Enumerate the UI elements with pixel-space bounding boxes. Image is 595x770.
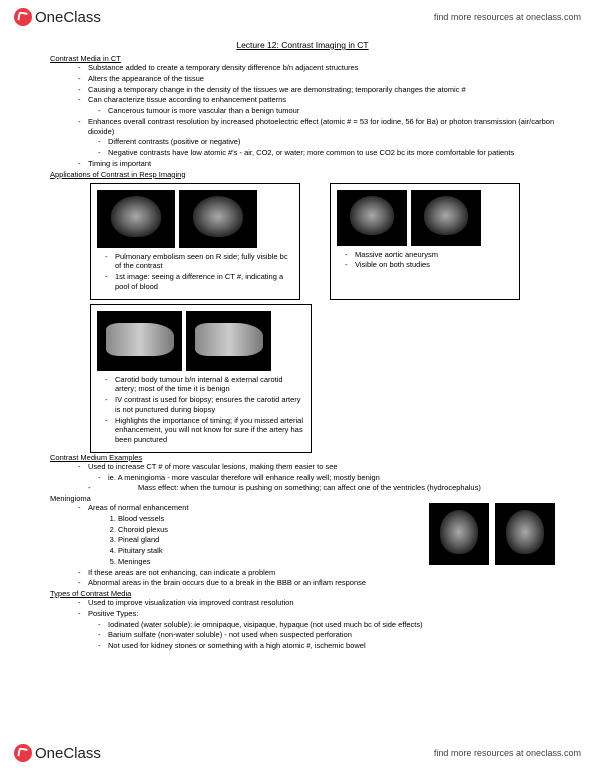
list-item: Carotid body tumour b/n internal & exter… — [97, 375, 305, 395]
caption-list: Carotid body tumour b/n internal & exter… — [97, 375, 305, 446]
footer: OneClass find more resources at oneclass… — [0, 736, 595, 770]
enhancement-list: Blood vessels Choroid plexus Pineal glan… — [50, 514, 399, 567]
list-meningioma-outcome: If these areas are not enhancing, can in… — [50, 568, 399, 589]
list-item: Mass effect: when the tumour is pushing … — [80, 483, 555, 493]
list-item: Areas of normal enhancement — [50, 503, 399, 513]
list-item: Massive aortic aneurysm — [337, 250, 513, 260]
brand-name: OneClass — [35, 9, 101, 26]
subheading-meningioma: Meningioma — [50, 494, 555, 503]
brand-logo: OneClass — [14, 8, 101, 26]
list-item: Not used for kidney stones or something … — [50, 641, 555, 651]
list-item: Different contrasts (positive or negativ… — [50, 137, 555, 147]
ct-scan-icon — [429, 503, 489, 565]
list-item: Abnormal areas in the brain occurs due t… — [50, 578, 399, 588]
list-item: Alters the appearance of the tissue — [50, 74, 555, 84]
document-body: Lecture 12: Contrast Imaging in CT Contr… — [0, 34, 595, 692]
image-row-2: Carotid body tumour b/n internal & exter… — [90, 304, 555, 453]
meningioma-row: Areas of normal enhancement Blood vessel… — [50, 503, 555, 589]
header: OneClass find more resources at oneclass… — [0, 0, 595, 34]
brand-logo-footer: OneClass — [14, 744, 101, 762]
figure-box-embolism: Pulmonary embolism seen on R side; fully… — [90, 183, 300, 300]
list-item: Positive Types: — [50, 609, 555, 619]
list-item: Enhances overall contrast resolution by … — [50, 117, 555, 137]
sublist: ie. A meningioma - more vascular therefo… — [50, 473, 555, 483]
list-item: ie. A meningioma - more vascular therefo… — [50, 473, 555, 483]
list-item: Barium sulfate (non-water soluble) - not… — [50, 630, 555, 640]
subsublist: Mass effect: when the tumour is pushing … — [50, 483, 555, 493]
list-positive-types: Iodinated (water soluble): ie omnipaque,… — [50, 620, 555, 651]
ct-scan-icon — [179, 190, 257, 248]
list-item: Substance added to create a temporary de… — [50, 63, 555, 73]
list-item: Choroid plexus — [118, 525, 399, 535]
image-row-1: Pulmonary embolism seen on R side; fully… — [90, 183, 555, 300]
header-tagline: find more resources at oneclass.com — [434, 12, 581, 22]
list-item: Causing a temporary change in the densit… — [50, 85, 555, 95]
ct-scan-icon — [495, 503, 555, 565]
list-item: Iodinated (water soluble): ie omnipaque,… — [50, 620, 555, 630]
ct-scan-icon — [411, 190, 481, 246]
list-item: Used to increase CT # of more vascular l… — [50, 462, 555, 472]
list-item: Visible on both studies — [337, 260, 513, 270]
ct-pair — [97, 190, 293, 248]
brain-ct-pair — [429, 503, 555, 565]
list-item: Meninges — [118, 557, 399, 567]
page-title: Lecture 12: Contrast Imaging in CT — [50, 40, 555, 50]
caption-list: Massive aortic aneurysm Visible on both … — [337, 250, 513, 272]
list-item: Blood vessels — [118, 514, 399, 524]
list-contrast-media: Substance added to create a temporary de… — [50, 63, 555, 105]
section-heading-examples: Contrast Medium Examples — [50, 453, 555, 462]
ct-pair — [97, 311, 305, 371]
meningioma-text: Areas of normal enhancement Blood vessel… — [50, 503, 399, 589]
list-item: Negative contrasts have low atomic #'s -… — [50, 148, 555, 158]
list-item: 1st image: seeing a difference in CT #, … — [97, 272, 293, 292]
list-types: Used to improve visualization via improv… — [50, 598, 555, 619]
figure-box-carotid: Carotid body tumour b/n internal & exter… — [90, 304, 312, 453]
list-item: Cancerous tumour is more vascular than a… — [50, 106, 555, 116]
list-contrast-media-end: Timing is important — [50, 159, 555, 169]
list-item: Pineal gland — [118, 535, 399, 545]
footer-tagline: find more resources at oneclass.com — [434, 748, 581, 758]
sublist: Different contrasts (positive or negativ… — [50, 137, 555, 158]
ct-scan-icon — [97, 190, 175, 248]
list-meningioma: Areas of normal enhancement — [50, 503, 399, 513]
list-item: Pituitary stalk — [118, 546, 399, 556]
list-item: Used to improve visualization via improv… — [50, 598, 555, 608]
ct-pair — [337, 190, 513, 246]
logo-icon — [14, 744, 32, 762]
section-heading-types: Types of Contrast Media — [50, 589, 555, 598]
section-heading-contrast-media: Contrast Media in CT — [50, 54, 555, 63]
ct-scan-icon — [186, 311, 271, 371]
logo-icon — [14, 8, 32, 26]
list-item: If these areas are not enhancing, can in… — [50, 568, 399, 578]
section-heading-applications: Applications of Contrast in Resp Imaging — [50, 170, 555, 179]
list-item: Timing is important — [50, 159, 555, 169]
ct-scan-icon — [337, 190, 407, 246]
brand-name-footer: OneClass — [35, 745, 101, 762]
caption-list: Pulmonary embolism seen on R side; fully… — [97, 252, 293, 293]
list-contrast-media-cont: Enhances overall contrast resolution by … — [50, 117, 555, 137]
list-item: Highlights the importance of timing; if … — [97, 416, 305, 445]
figure-box-aneurysm: Massive aortic aneurysm Visible on both … — [330, 183, 520, 300]
ct-scan-icon — [97, 311, 182, 371]
sublist: Cancerous tumour is more vascular than a… — [50, 106, 555, 116]
list-item: Pulmonary embolism seen on R side; fully… — [97, 252, 293, 272]
list-item: Can characterize tissue according to enh… — [50, 95, 555, 105]
list-examples: Used to increase CT # of more vascular l… — [50, 462, 555, 472]
list-item: IV contrast is used for biopsy; ensures … — [97, 395, 305, 415]
